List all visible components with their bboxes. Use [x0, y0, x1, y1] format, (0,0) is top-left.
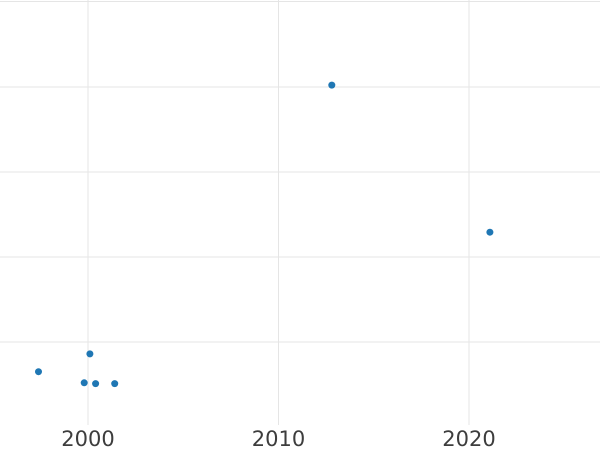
data-point [92, 380, 100, 388]
x-tick-label: 2020 [442, 427, 495, 450]
data-point [80, 379, 88, 387]
data-point [328, 81, 336, 89]
data-point [35, 368, 42, 376]
data-point [111, 380, 119, 388]
data-point [486, 228, 494, 236]
x-tick-label: 2000 [61, 427, 114, 450]
data-point [86, 350, 94, 358]
x-tick-label: 2010 [252, 427, 305, 450]
